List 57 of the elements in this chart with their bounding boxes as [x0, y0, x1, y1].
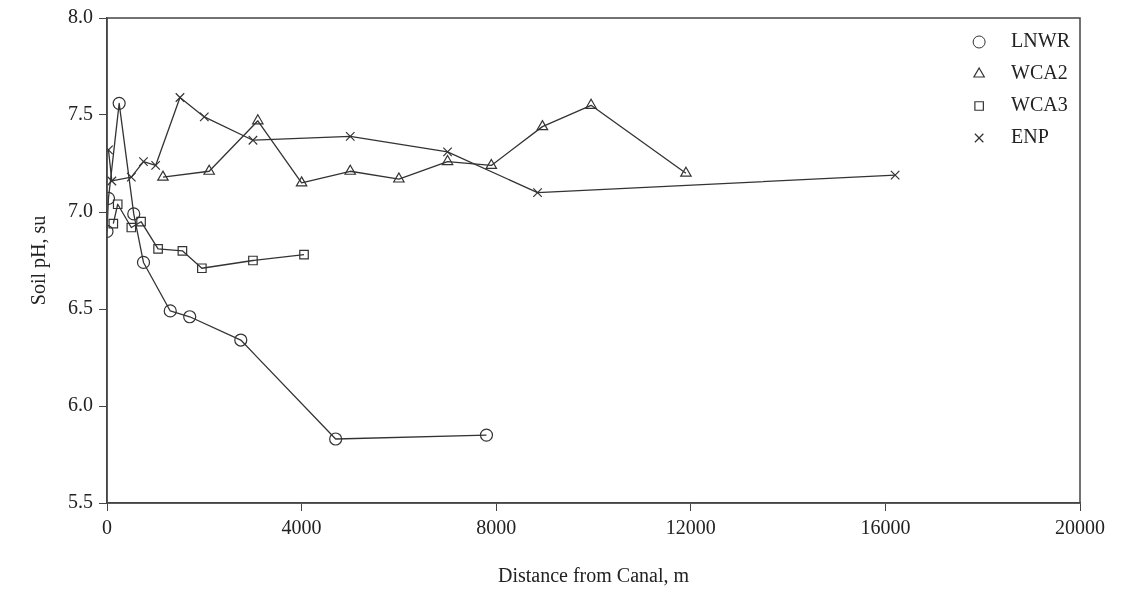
point — [234, 333, 248, 347]
y-tick-label: 6.0 — [68, 393, 93, 416]
point — [163, 304, 177, 318]
point — [442, 147, 453, 157]
y-axis-title: Soil pH, su — [27, 215, 51, 306]
point — [112, 199, 123, 210]
point — [252, 114, 264, 125]
point — [136, 216, 146, 227]
y-tick-label: 8.0 — [68, 5, 93, 28]
point — [393, 172, 405, 183]
point — [107, 176, 117, 186]
point — [248, 255, 258, 266]
x-tick-label: 0 — [102, 516, 112, 539]
point — [299, 249, 309, 260]
point — [108, 218, 119, 229]
point — [126, 172, 137, 182]
x-tick-label: 16000 — [860, 516, 911, 539]
point — [295, 176, 308, 187]
point — [138, 156, 149, 167]
y-tick-label: 7.0 — [68, 199, 93, 222]
legend-label: WCA3 — [1011, 93, 1068, 116]
point — [203, 164, 215, 175]
point — [175, 92, 185, 103]
x-tick-label: 12000 — [665, 516, 716, 539]
point — [157, 170, 169, 181]
point — [199, 112, 210, 122]
point — [153, 244, 163, 254]
y-tick-label: 6.5 — [68, 296, 93, 319]
y-tick-label: 5.5 — [68, 490, 93, 513]
point — [345, 131, 356, 142]
point — [890, 170, 900, 180]
point — [136, 255, 151, 270]
legend-label: ENP — [1011, 125, 1049, 148]
point — [680, 166, 692, 177]
legend-label: LNWR — [1011, 29, 1071, 52]
x-axis-title: Distance from Canal, m — [497, 564, 690, 587]
x-tick-label: 8000 — [476, 516, 517, 539]
point — [197, 263, 207, 274]
point — [536, 120, 549, 131]
point — [344, 164, 357, 175]
legend-label: WCA2 — [1011, 61, 1068, 84]
point — [585, 98, 597, 109]
point — [329, 432, 343, 446]
point — [126, 222, 137, 233]
x-tick-label: 4000 — [281, 516, 322, 539]
point — [127, 207, 141, 221]
point — [183, 310, 197, 324]
point — [150, 160, 161, 171]
y-tick-label: 7.5 — [68, 102, 93, 125]
point — [177, 245, 188, 256]
point — [112, 96, 126, 110]
point — [248, 135, 258, 146]
point — [485, 158, 498, 170]
point — [479, 428, 494, 442]
x-tick-label: 20000 — [1055, 516, 1105, 539]
point — [532, 187, 543, 198]
point — [441, 154, 454, 166]
